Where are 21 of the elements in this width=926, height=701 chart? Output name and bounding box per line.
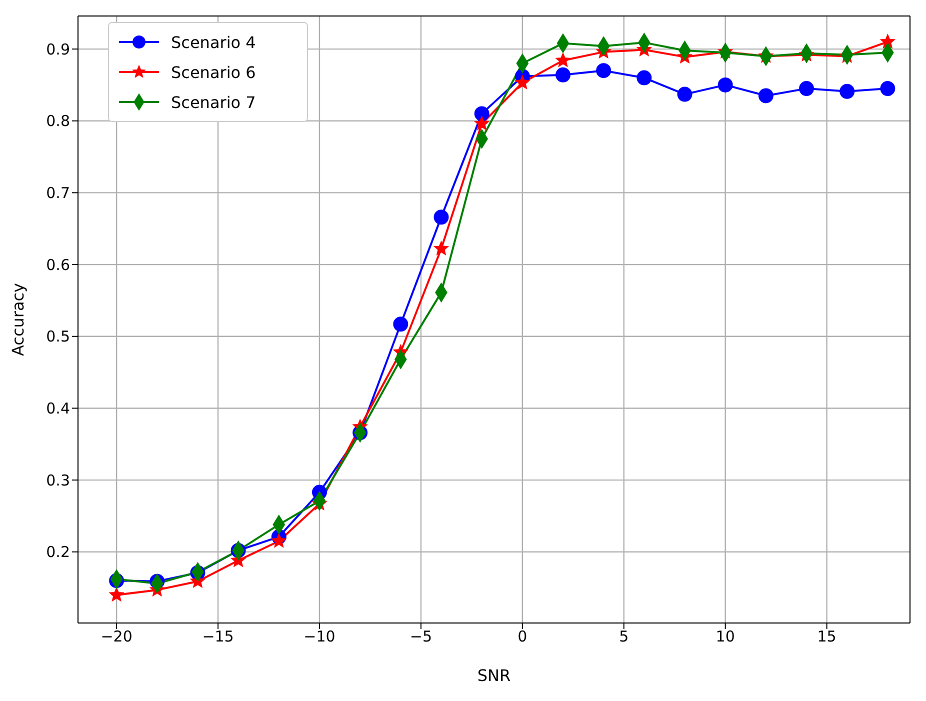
y-tick-label: 0.4	[46, 400, 70, 418]
y-tick-label: 0.8	[46, 112, 70, 130]
y-tick-label: 0.5	[46, 328, 70, 346]
legend-label: Scenario 4	[171, 32, 256, 52]
legend-label: Scenario 7	[171, 92, 256, 112]
x-tick-label: 5	[619, 628, 629, 646]
y-tick-label: 0.6	[46, 256, 70, 274]
x-axis-title: SNR	[477, 666, 511, 685]
y-tick-label: 0.7	[46, 184, 70, 202]
x-tick-label: 10	[716, 628, 735, 646]
legend-label: Scenario 6	[171, 62, 256, 82]
y-tick-label: 0.2	[46, 543, 70, 562]
y-tick-label: 0.9	[46, 40, 70, 58]
y-axis-title: Accuracy	[8, 282, 28, 356]
x-tick-label: −5	[410, 628, 432, 646]
x-tick-label: −15	[202, 628, 234, 646]
x-tick-label: −10	[304, 628, 336, 646]
x-tick-label: 0	[518, 628, 528, 646]
x-tick-label: −20	[100, 628, 132, 646]
y-tick-label: 0.3	[46, 471, 70, 490]
x-tick-label: 15	[817, 628, 836, 646]
